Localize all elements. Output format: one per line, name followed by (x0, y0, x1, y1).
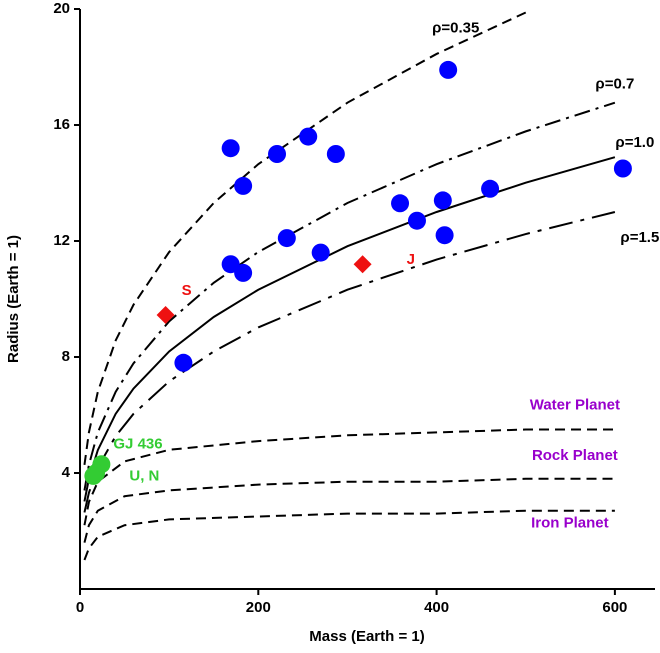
x-axis-label: Mass (Earth = 1) (309, 628, 424, 645)
curve-label: ρ=0.7 (595, 76, 634, 93)
point-label: J (407, 251, 415, 268)
diamond-point (156, 305, 175, 324)
point (433, 191, 452, 210)
curve-label: ρ=1.0 (615, 134, 654, 151)
y-tick-label: 16 (53, 116, 70, 133)
curve (83, 477, 615, 543)
point (268, 145, 287, 163)
point (221, 255, 240, 274)
point (613, 159, 632, 178)
point (234, 176, 253, 195)
curve (83, 156, 616, 502)
point (326, 145, 345, 163)
curve-label: ρ=0.35 (432, 19, 479, 36)
point-label: S (182, 282, 192, 299)
curve-label: Rock Planet (532, 447, 618, 464)
annotation: U, N (129, 467, 159, 484)
point (439, 60, 458, 79)
point (221, 139, 240, 158)
point (407, 211, 426, 230)
diamond-point (353, 255, 372, 274)
point (311, 243, 330, 262)
point (481, 179, 500, 198)
curve (83, 11, 527, 466)
point (234, 263, 253, 282)
y-tick-label: 8 (62, 348, 70, 365)
curve (83, 101, 616, 491)
curve (83, 211, 616, 513)
point (299, 127, 318, 146)
y-tick-label: 12 (53, 232, 70, 249)
point (391, 194, 410, 213)
curve (83, 509, 615, 561)
curve-label: Iron Planet (531, 515, 609, 532)
curve-label: ρ=1.5 (620, 229, 659, 246)
x-tick-label: 0 (76, 599, 84, 616)
point (174, 353, 193, 372)
y-axis-label: Radius (Earth = 1) (5, 235, 22, 363)
x-tick-label: 400 (424, 599, 449, 616)
curve (83, 428, 615, 526)
curve-label: Water Planet (530, 396, 620, 413)
point (277, 229, 296, 248)
annotation: GJ 436 (113, 435, 162, 452)
x-tick-label: 600 (602, 599, 627, 616)
point (84, 466, 103, 485)
point (435, 226, 454, 245)
x-tick-label: 200 (246, 599, 271, 616)
y-tick-label: 20 (53, 0, 70, 17)
y-tick-label: 4 (62, 464, 71, 481)
